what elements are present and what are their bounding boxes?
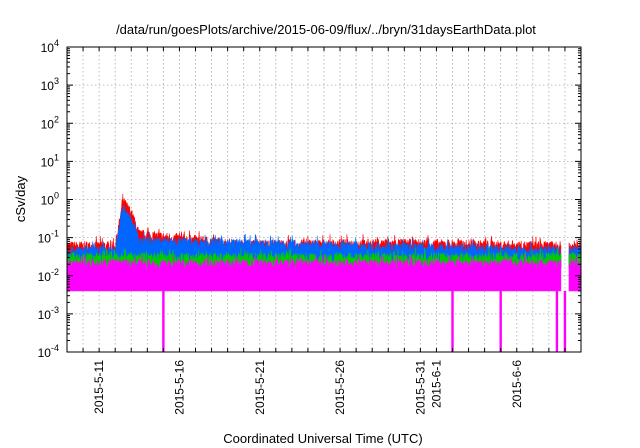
series-dropout bbox=[162, 290, 165, 352]
y-axis-label: cSv/day bbox=[13, 175, 28, 222]
x-tick-label: 2015-6-6 bbox=[510, 360, 524, 408]
x-tick-label: 2015-5-11 bbox=[92, 360, 106, 414]
y-tick-labels: 10-4 10-3 10-2 10-1 100 101 102 103 104 bbox=[38, 38, 59, 360]
x-tick-label: 2015-5-16 bbox=[172, 360, 186, 415]
series-dropout bbox=[499, 290, 502, 352]
series-dropout bbox=[555, 290, 559, 352]
x-axis-label: Coordinated Universal Time (UTC) bbox=[223, 431, 422, 446]
series-dropout bbox=[563, 290, 567, 352]
x-tick-label: 2015-5-26 bbox=[333, 360, 347, 415]
y-tick-label: 10-2 bbox=[38, 267, 59, 284]
series-dropout bbox=[451, 290, 454, 352]
y-tick-label: 100 bbox=[41, 191, 59, 208]
series-area bbox=[66, 204, 562, 269]
y-tick-label: 102 bbox=[41, 114, 59, 131]
plot-series bbox=[66, 193, 582, 352]
chart-title: /data/run/goesPlots/archive/2015-06-09/f… bbox=[116, 22, 536, 37]
series-area bbox=[66, 254, 562, 292]
y-tick-label: 104 bbox=[41, 38, 59, 55]
grid bbox=[67, 47, 581, 352]
y-tick-label: 103 bbox=[41, 76, 59, 93]
x-tick-label: 2015-5-21 bbox=[253, 360, 267, 415]
y-tick-label: 10-1 bbox=[38, 229, 59, 246]
y-tick-label: 10-4 bbox=[38, 343, 59, 360]
x-tick-label: 2015-5-31 bbox=[413, 360, 427, 415]
y-tick-label: 101 bbox=[41, 152, 59, 169]
x-tick-labels: 2015-5-11 2015-5-16 2015-5-21 2015-5-26 2015… bbox=[92, 360, 524, 415]
y-tick-label: 10-3 bbox=[38, 305, 59, 322]
x-tick-label: 2015-6-1 bbox=[429, 360, 443, 408]
plot-frame bbox=[66, 46, 582, 353]
